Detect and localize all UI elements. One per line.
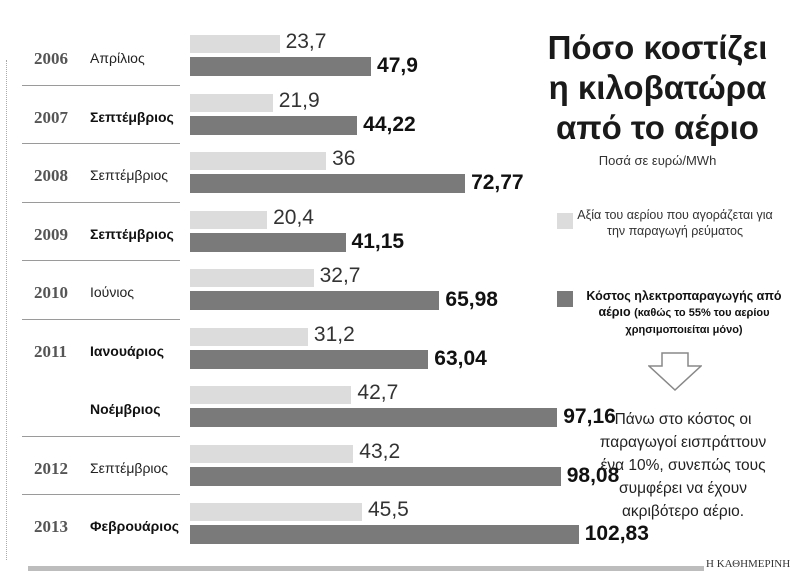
bar-gas-value — [190, 152, 327, 170]
bar-gas-value — [190, 35, 280, 53]
year-label: 2012 — [34, 458, 68, 478]
bar-gas-value — [190, 444, 354, 463]
bar-gas-value — [190, 93, 273, 112]
bar-generation-cost — [190, 466, 561, 486]
bar-generation-cost — [190, 57, 372, 76]
row-divider — [22, 318, 180, 320]
legend-label-generation-cost-main: Κόστος ηλεκτροπαραγωγής από αέριο — [586, 289, 782, 319]
bar-generation-cost — [190, 525, 579, 544]
bar-generation-cost — [190, 291, 440, 310]
month-label: Απρίλιος — [90, 50, 145, 66]
year-label: 2011 — [34, 341, 68, 361]
value-label-gas-value: 42,7 — [357, 381, 399, 404]
legend-label-gas-value: Αξία του αερίου που αγοράζεται για την π… — [577, 208, 773, 238]
value-label-gas-value: 43,2 — [359, 439, 401, 463]
value-label-gas-value: 31,2 — [313, 322, 355, 346]
row-divider — [22, 143, 180, 144]
bar-gas-value — [190, 386, 352, 404]
year-label: 2010 — [34, 283, 68, 302]
value-label-generation-cost: 63,04 — [434, 346, 487, 370]
footer-rule — [28, 566, 704, 571]
month-label: Σεπτέμβριος — [90, 225, 174, 242]
bar-generation-cost — [190, 408, 558, 427]
value-label-generation-cost: 98,08 — [566, 463, 620, 487]
value-label-generation-cost: 72,77 — [471, 171, 524, 194]
value-label-gas-value: 23,7 — [285, 30, 327, 53]
bar-generation-cost — [190, 232, 346, 252]
row-divider — [22, 260, 180, 261]
row-divider — [22, 435, 180, 437]
month-label: Φεβρουάριος — [90, 518, 180, 534]
row-divider — [22, 494, 180, 495]
explanatory-note: Πάνω στο κόστος οι παραγωγοί εισπράττουν… — [599, 411, 767, 520]
chart-subtitle: Ποσά σε ευρώ/MWh — [598, 153, 717, 168]
bar-gas-value — [190, 210, 268, 229]
year-label: 2008 — [34, 166, 68, 185]
value-label-gas-value: 45,5 — [367, 498, 409, 521]
month-label: Σεπτέμβριος — [90, 108, 174, 125]
value-label-generation-cost: 102,83 — [584, 522, 649, 545]
chart-title: Πόσο κοστίζει η κιλοβατώρα από το αέριο — [547, 29, 768, 146]
month-label: Σεπτέμβριος — [90, 167, 169, 183]
value-label-generation-cost: 41,15 — [351, 229, 405, 253]
bar-generation-cost — [190, 174, 466, 193]
page-edge-fragment — [6, 60, 16, 560]
bar-gas-value — [190, 327, 308, 346]
value-label-gas-value: 20,4 — [273, 205, 314, 229]
value-label-generation-cost: 47,9 — [377, 54, 418, 77]
value-label-generation-cost: 97,16 — [563, 405, 616, 428]
legend-swatch-generation-cost — [557, 291, 573, 307]
month-label: Σεπτέμβριος — [90, 459, 169, 476]
row-divider — [22, 201, 180, 203]
year-label: 2013 — [34, 517, 68, 536]
down-arrow-icon — [648, 352, 702, 392]
value-label-generation-cost: 44,22 — [363, 112, 416, 136]
year-label: 2006 — [34, 49, 68, 68]
bar-chart: 2006 Απρίλιος 23,7 47,9 2007 Σεπτέμβριος 21,9 4… — [22, 30, 649, 545]
year-label: 2009 — [34, 224, 68, 244]
value-label-gas-value: 21,9 — [278, 88, 320, 112]
bar-generation-cost — [190, 349, 429, 369]
row-divider — [22, 84, 180, 86]
month-label: Ιούνιος — [90, 284, 134, 300]
value-label-gas-value: 32,7 — [319, 264, 361, 287]
value-label-generation-cost: 65,98 — [445, 288, 498, 311]
bar-gas-value — [190, 269, 314, 287]
legend-label-generation-cost: Κόστος ηλεκτροπαραγωγής από αέριο (καθώς… — [575, 288, 793, 338]
bar-gas-value — [190, 503, 362, 521]
source-credit: Η ΚΑΘΗΜΕΡΙΝΗ — [706, 558, 791, 570]
value-label-gas-value: 36 — [332, 147, 356, 170]
month-label: Νοέμβριος — [90, 401, 161, 417]
year-label: 2007 — [34, 107, 68, 127]
legend-label-generation-cost-note: (καθώς το 55% του αερίου χρησιμοποιείται… — [625, 307, 770, 336]
legend-swatch-gas-value — [557, 213, 573, 229]
bar-generation-cost — [190, 115, 358, 135]
month-label: Ιανουάριος — [90, 342, 164, 359]
